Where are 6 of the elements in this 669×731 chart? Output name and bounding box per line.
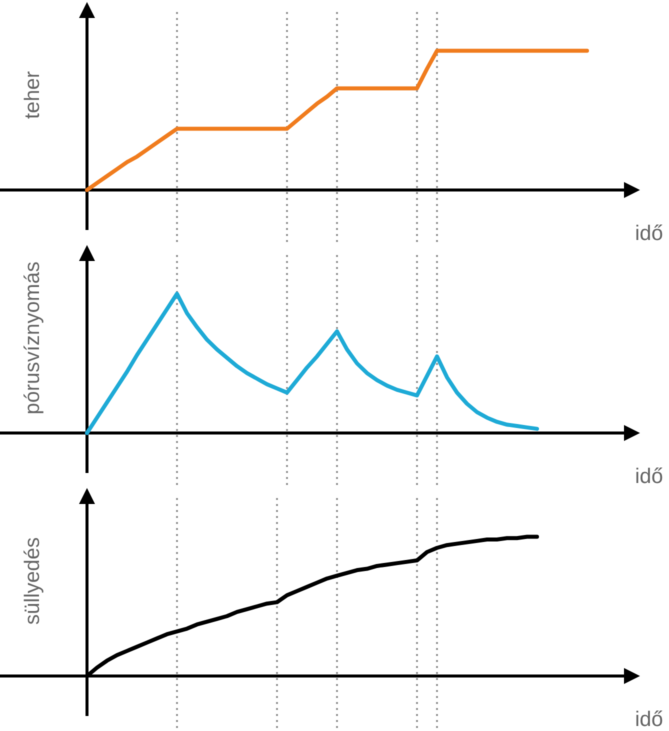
y-axis-title: süllyedés bbox=[21, 537, 45, 625]
y-axis-title: pórusvíznyomás bbox=[21, 262, 45, 414]
x-axis-title: idő bbox=[634, 222, 663, 246]
y-axis-title: teher bbox=[21, 71, 45, 119]
x-axis-title: idő bbox=[634, 465, 663, 489]
x-axis-title: idő bbox=[634, 708, 663, 731]
